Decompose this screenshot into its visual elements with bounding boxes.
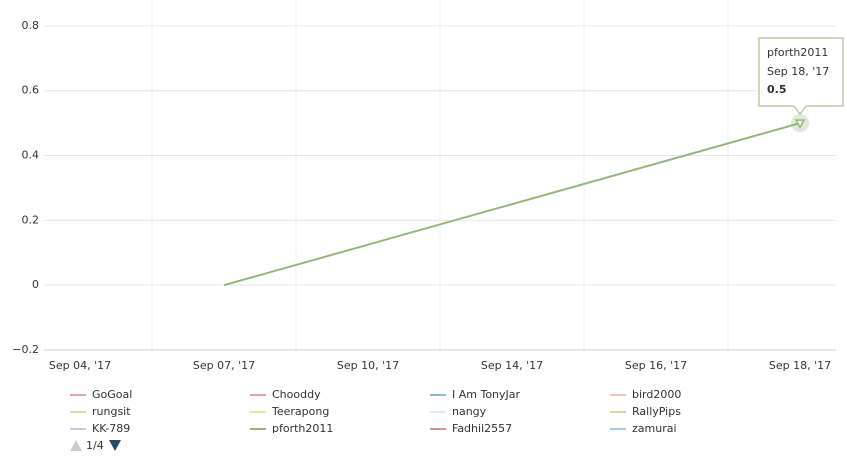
legend-label: GoGoal — [92, 388, 132, 401]
legend-page-up — [70, 440, 82, 451]
y-tick-label: 0 — [32, 278, 39, 291]
legend-label: bird2000 — [632, 388, 681, 401]
tooltip-series: pforth2011 — [767, 46, 828, 59]
x-tick-label: Sep 10, '17 — [337, 359, 399, 372]
series-line — [223, 122, 801, 287]
legend-page: 1/4 — [86, 439, 104, 452]
tooltip-date: Sep 18, '17 — [767, 65, 829, 78]
y-tick-label: 0.6 — [22, 84, 40, 97]
legend-label: I Am TonyJar — [452, 388, 521, 401]
tooltip-value: 0.5 — [767, 83, 787, 96]
y-tick-label: −0.2 — [12, 343, 39, 356]
y-tick-label: 0.8 — [22, 19, 40, 32]
legend-label: Teerapong — [271, 405, 329, 418]
x-tick-label: Sep 04, '17 — [49, 359, 111, 372]
legend-label: nangy — [452, 405, 487, 418]
legend-label: zamurai — [632, 422, 677, 435]
legend-label: Fadhil2557 — [452, 422, 512, 435]
legend: GoGoal Chooddy I Am TonyJar bird2000 rungsit… — [70, 388, 681, 435]
y-tick-label: 0.2 — [22, 213, 40, 226]
x-tick-label: Sep 18, '17 — [769, 359, 831, 372]
legend-label: pforth2011 — [272, 422, 333, 435]
legend-label: RallyPips — [632, 405, 681, 418]
x-tick-label: Sep 07, '17 — [193, 359, 255, 372]
y-tick-label: 0.4 — [22, 149, 40, 162]
x-tick-label: Sep 16, '17 — [625, 359, 687, 372]
legend-label: Chooddy — [272, 388, 321, 401]
point-marker — [794, 119, 806, 129]
x-tick-label: Sep 14, '17 — [481, 359, 543, 372]
tooltip-box — [758, 37, 844, 115]
legend-label: KK-789 — [92, 422, 130, 435]
legend-label: rungsit — [92, 405, 131, 418]
legend-page-down[interactable] — [109, 440, 121, 451]
